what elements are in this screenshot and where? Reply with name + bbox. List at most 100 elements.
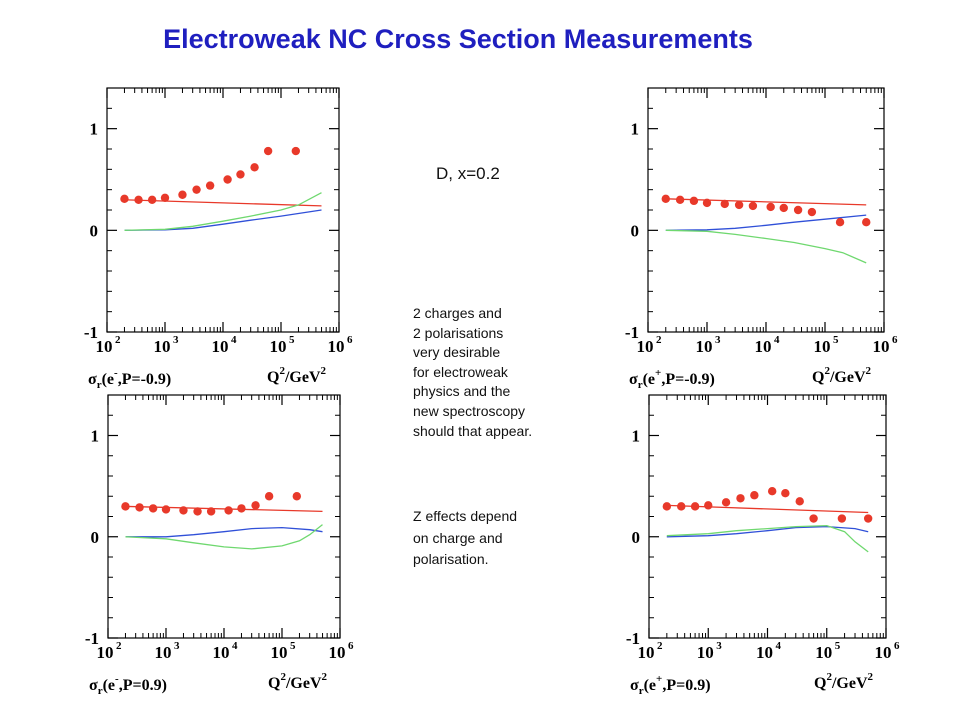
data-point bbox=[721, 498, 731, 507]
note-line: for electroweak bbox=[413, 363, 508, 380]
x-tick-label: 10 bbox=[637, 337, 654, 356]
data-point bbox=[720, 199, 729, 209]
note-line: on charge and bbox=[413, 529, 503, 546]
data-point bbox=[793, 205, 803, 215]
data-point bbox=[863, 514, 873, 523]
data-point bbox=[690, 502, 700, 511]
data-point bbox=[134, 195, 143, 205]
page-title: Electroweak NC Cross Section Measurement… bbox=[163, 24, 753, 54]
data-point bbox=[193, 507, 202, 516]
note-line: very desirable bbox=[413, 344, 501, 361]
x-tick-label: 10 bbox=[814, 337, 831, 356]
y-tick-label: 1 bbox=[632, 427, 641, 446]
data-point bbox=[179, 506, 188, 515]
blue-curve bbox=[665, 214, 867, 231]
y-axis-label: σr(e-,P=-0.9) bbox=[88, 367, 171, 391]
data-point bbox=[205, 181, 215, 190]
x-tick-label: 10 bbox=[212, 337, 229, 356]
green-curve bbox=[665, 229, 867, 264]
x-axis-label: Q2/GeV2 bbox=[268, 671, 328, 692]
data-point bbox=[807, 207, 817, 217]
x-tick-label: 10 bbox=[328, 337, 345, 356]
note-line: polarisation. bbox=[413, 551, 489, 567]
data-point bbox=[121, 502, 130, 511]
x-tick-label: 10 bbox=[755, 337, 772, 356]
note-line: Z effects depend bbox=[413, 508, 518, 524]
note-line: 2 polarisations bbox=[413, 324, 504, 341]
x-tick-label: 10 bbox=[875, 643, 892, 662]
data-point bbox=[120, 194, 129, 204]
note-line: new spectroscopy bbox=[413, 402, 526, 419]
data-point bbox=[748, 201, 758, 211]
x-tick-label: 10 bbox=[329, 643, 346, 662]
data-point bbox=[704, 501, 713, 510]
data-point bbox=[263, 146, 273, 156]
data-point bbox=[750, 491, 759, 500]
data-point bbox=[236, 170, 245, 179]
data-point bbox=[837, 514, 847, 523]
blue-curve bbox=[666, 525, 869, 538]
x-tick-exponent: 5 bbox=[833, 334, 839, 346]
red-curve bbox=[125, 505, 323, 513]
data-point bbox=[178, 190, 187, 199]
note-line: 2 charges and bbox=[413, 305, 502, 321]
y-tick-label: 1 bbox=[90, 120, 99, 139]
x-axis-label: Q2/GeV2 bbox=[267, 365, 327, 386]
blue-curve bbox=[125, 526, 323, 538]
data-point bbox=[795, 497, 804, 506]
data-point bbox=[662, 502, 672, 511]
red-curve bbox=[124, 199, 322, 207]
data-point bbox=[835, 218, 845, 227]
y-axis-label: σr(e-,P=0.9) bbox=[89, 673, 167, 697]
y-tick-label: 0 bbox=[632, 528, 641, 547]
x-tick-exponent: 2 bbox=[115, 334, 121, 346]
data-point bbox=[223, 175, 232, 184]
data-point bbox=[809, 514, 818, 523]
y-tick-label: 1 bbox=[91, 427, 100, 446]
x-tick-exponent: 5 bbox=[289, 334, 295, 346]
x-tick-exponent: 2 bbox=[656, 334, 662, 346]
x-tick-label: 10 bbox=[97, 643, 114, 662]
x-tick-exponent: 3 bbox=[173, 334, 179, 346]
y-axis-label: σr(e+,P=0.9) bbox=[630, 673, 711, 697]
data-point bbox=[292, 492, 302, 501]
data-point bbox=[689, 196, 699, 206]
y-tick-label: -1 bbox=[625, 323, 639, 342]
x-tick-exponent: 2 bbox=[657, 640, 663, 652]
data-point bbox=[661, 194, 670, 204]
note-charges-polarisations: 2 charges and 2 polarisations very desir… bbox=[413, 304, 532, 441]
y-tick-label: -1 bbox=[84, 323, 98, 342]
x-tick-exponent: 4 bbox=[231, 334, 237, 346]
red-curve bbox=[666, 504, 869, 514]
x-tick-exponent: 4 bbox=[774, 334, 780, 346]
data-point bbox=[224, 506, 233, 515]
data-point bbox=[135, 503, 144, 512]
x-tick-exponent: 4 bbox=[776, 640, 782, 652]
data-point bbox=[161, 505, 171, 514]
plot-frame bbox=[648, 394, 887, 639]
x-tick-exponent: 2 bbox=[116, 640, 122, 652]
x-tick-label: 10 bbox=[154, 337, 171, 356]
data-point bbox=[206, 507, 216, 516]
data-point bbox=[677, 502, 686, 511]
y-tick-label: 0 bbox=[90, 221, 99, 240]
x-tick-exponent: 3 bbox=[716, 640, 722, 652]
data-point bbox=[766, 202, 775, 212]
x-tick-label: 10 bbox=[873, 337, 890, 356]
data-point bbox=[767, 486, 777, 496]
x-tick-exponent: 4 bbox=[232, 640, 238, 652]
x-tick-exponent: 5 bbox=[290, 640, 296, 652]
chart-subtitle: D, x=0.2 bbox=[436, 164, 500, 183]
x-tick-label: 10 bbox=[213, 643, 230, 662]
y-tick-label: 1 bbox=[631, 120, 640, 139]
x-tick-label: 10 bbox=[696, 337, 713, 356]
green-curve bbox=[125, 524, 323, 550]
y-axis-label: σr(e+,P=-0.9) bbox=[629, 367, 715, 391]
data-point bbox=[779, 203, 788, 213]
x-tick-exponent: 6 bbox=[892, 334, 898, 346]
x-tick-label: 10 bbox=[96, 337, 113, 356]
x-tick-label: 10 bbox=[815, 643, 832, 662]
